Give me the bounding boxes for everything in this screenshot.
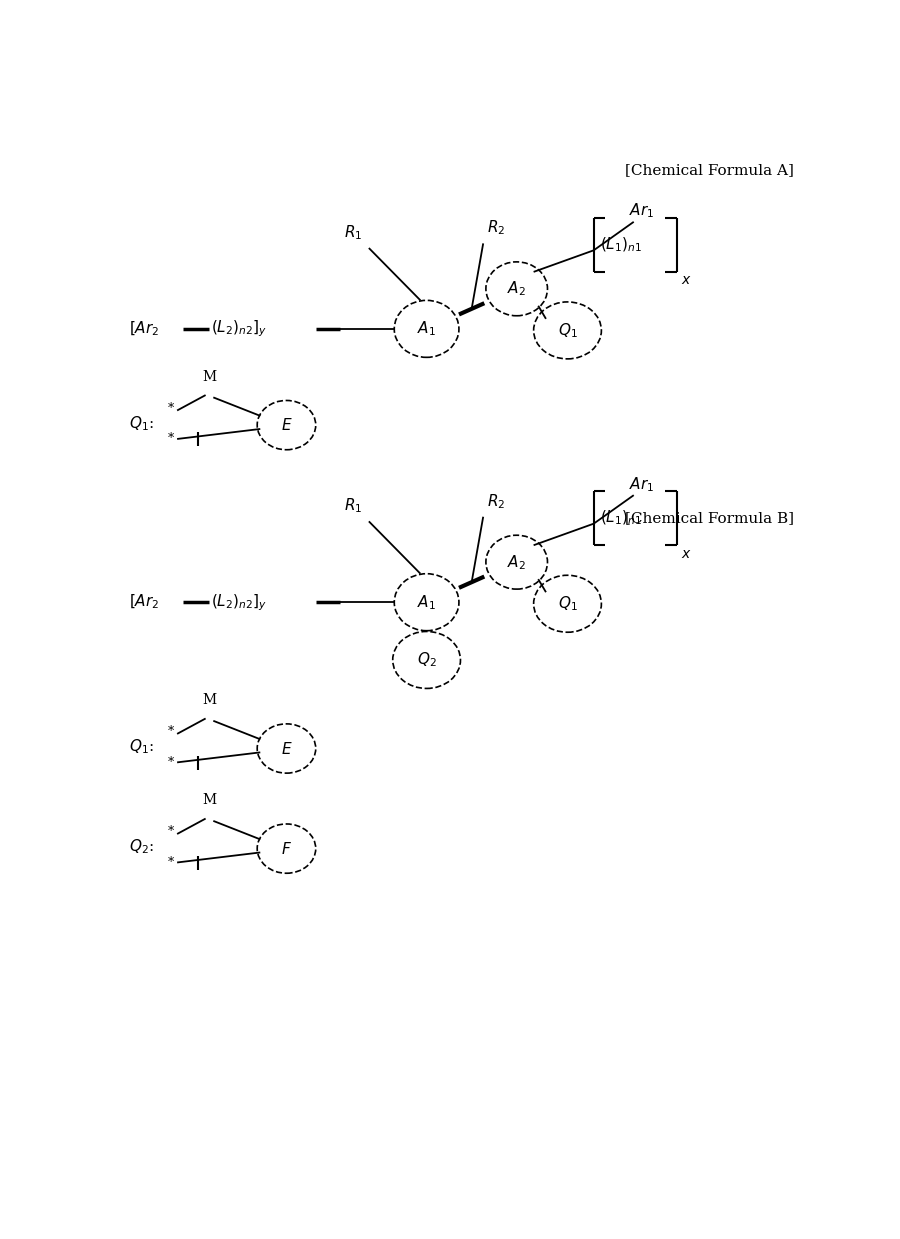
Text: $Q_1$:: $Q_1$: xyxy=(129,414,154,432)
Text: $Q_1$:: $Q_1$: xyxy=(129,737,154,756)
Text: *: * xyxy=(167,756,174,769)
Text: $R_2$: $R_2$ xyxy=(487,492,505,510)
Text: $(L_1)_{n1}$: $(L_1)_{n1}$ xyxy=(599,509,642,528)
Text: *: * xyxy=(167,401,174,415)
Text: $(L_2)_{n2}]_y$: $(L_2)_{n2}]_y$ xyxy=(211,592,267,612)
Text: M: M xyxy=(202,693,217,707)
Text: $(L_1)_{n1}$: $(L_1)_{n1}$ xyxy=(599,235,642,254)
Text: $(L_2)_{n2}]_y$: $(L_2)_{n2}]_y$ xyxy=(211,318,267,339)
Text: *: * xyxy=(167,432,174,446)
Text: *: * xyxy=(167,725,174,738)
Text: [Chemical Formula A]: [Chemical Formula A] xyxy=(625,164,794,177)
Text: M: M xyxy=(202,793,217,807)
Text: $A_2$: $A_2$ xyxy=(508,280,526,299)
Text: $R_1$: $R_1$ xyxy=(345,497,363,515)
Text: $x$: $x$ xyxy=(681,546,692,561)
Text: $[Ar_2$: $[Ar_2$ xyxy=(129,320,159,338)
Text: $Q_1$: $Q_1$ xyxy=(558,595,578,613)
Text: $Q_2$: $Q_2$ xyxy=(417,650,436,669)
Text: $A_1$: $A_1$ xyxy=(417,592,436,612)
Text: $\mathit{E}$: $\mathit{E}$ xyxy=(281,741,292,757)
Text: *: * xyxy=(167,825,174,838)
Text: M: M xyxy=(202,369,217,384)
Text: $x$: $x$ xyxy=(681,274,692,287)
Text: $Ar_1$: $Ar_1$ xyxy=(629,202,654,221)
Text: $A_1$: $A_1$ xyxy=(417,320,436,338)
Text: $Q_2$:: $Q_2$: xyxy=(129,838,154,856)
Text: $\mathit{E}$: $\mathit{E}$ xyxy=(281,418,292,434)
Text: $A_2$: $A_2$ xyxy=(508,553,526,571)
Text: $Q_1$: $Q_1$ xyxy=(558,321,578,339)
Text: $R_2$: $R_2$ xyxy=(487,218,505,237)
Text: $\mathit{F}$: $\mathit{F}$ xyxy=(281,840,292,856)
Text: $Ar_1$: $Ar_1$ xyxy=(629,475,654,493)
Text: [Chemical Formula B]: [Chemical Formula B] xyxy=(625,512,794,525)
Text: $[Ar_2$: $[Ar_2$ xyxy=(129,593,159,611)
Text: $R_1$: $R_1$ xyxy=(345,223,363,242)
Text: *: * xyxy=(167,856,174,869)
